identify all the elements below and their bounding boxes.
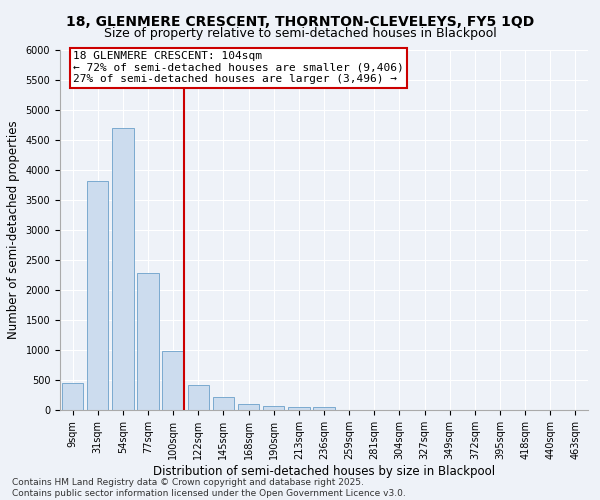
Text: Contains HM Land Registry data © Crown copyright and database right 2025.
Contai: Contains HM Land Registry data © Crown c… (12, 478, 406, 498)
Y-axis label: Number of semi-detached properties: Number of semi-detached properties (7, 120, 20, 340)
Bar (313, 407, 335, 410)
Text: Size of property relative to semi-detached houses in Blackpool: Size of property relative to semi-detach… (104, 28, 496, 40)
Text: 18 GLENMERE CRESCENT: 104sqm
← 72% of semi-detached houses are smaller (9,406)
2: 18 GLENMERE CRESCENT: 104sqm ← 72% of se… (73, 51, 404, 84)
Bar (238, 404, 259, 410)
Bar (263, 406, 284, 410)
Bar (87, 181, 109, 410)
Bar (288, 407, 310, 410)
X-axis label: Distribution of semi-detached houses by size in Blackpool: Distribution of semi-detached houses by … (153, 464, 495, 477)
Text: 18, GLENMERE CRESCENT, THORNTON-CLEVELEYS, FY5 1QD: 18, GLENMERE CRESCENT, THORNTON-CLEVELEY… (66, 15, 534, 29)
Bar (62, 383, 83, 410)
Bar (137, 273, 158, 410)
Bar (188, 385, 209, 410)
Bar (112, 128, 134, 410)
Bar (163, 351, 184, 410)
Bar (213, 397, 234, 410)
